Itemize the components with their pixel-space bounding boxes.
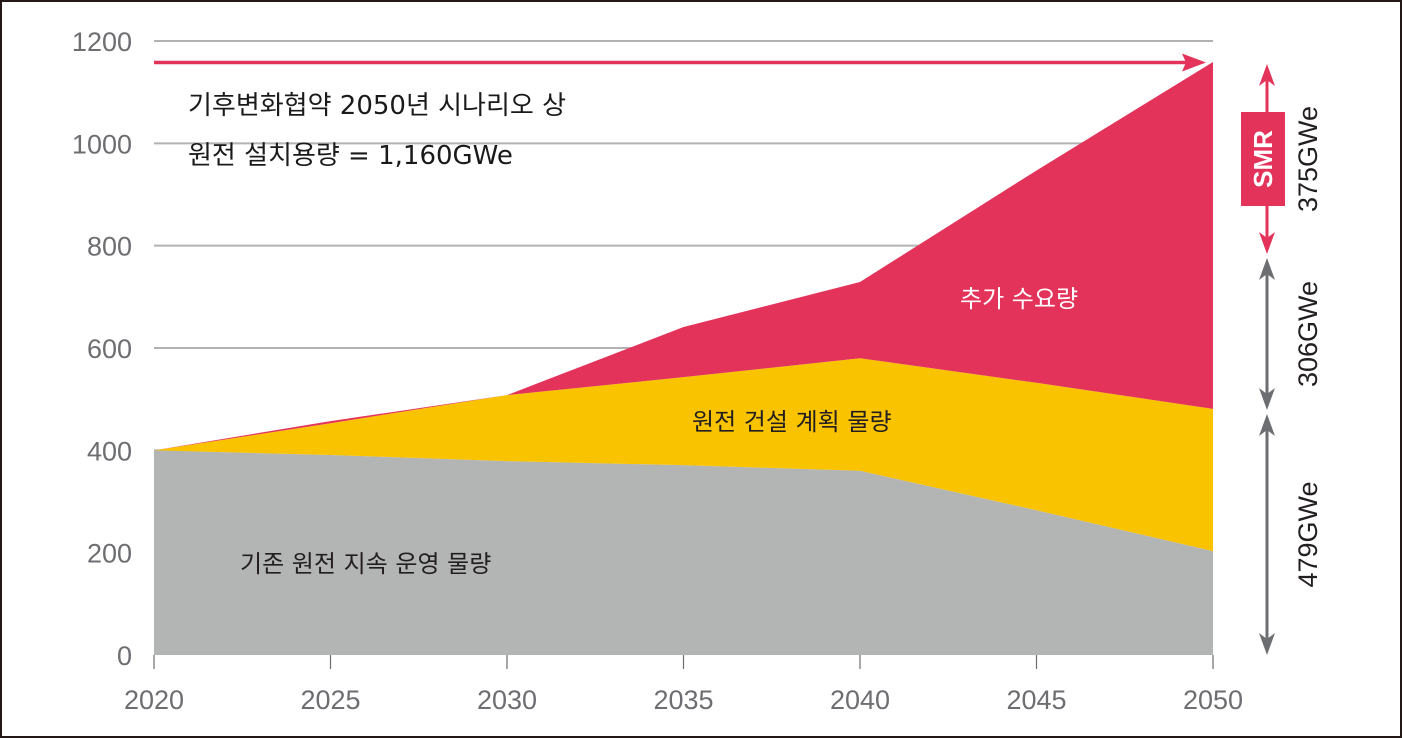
area-series-0 bbox=[154, 450, 1213, 655]
x-axis: 2020 2025 2030 2035 2040 2045 2050 bbox=[124, 655, 1243, 715]
arrow-down-icon bbox=[1259, 633, 1275, 655]
smr-badge-text: SMR bbox=[1248, 130, 1278, 188]
x-tick-label: 2050 bbox=[1183, 685, 1243, 715]
bracket-label-existing: 479GWe bbox=[1293, 481, 1323, 587]
y-tick-label: 800 bbox=[87, 232, 132, 262]
annotations: 기후변화협약 2050년 시나리오 상 원전 설치용량 = 1,160GWe bbox=[154, 53, 1206, 171]
x-tick-label: 2035 bbox=[653, 685, 713, 715]
y-tick-label: 600 bbox=[87, 334, 132, 364]
area-label-existing: 기존 원전 지속 운영 물량 bbox=[240, 550, 491, 578]
arrow-head-icon bbox=[1182, 53, 1206, 72]
arrow-down-icon bbox=[1259, 388, 1275, 410]
bracket-label-smr: 375GWe bbox=[1293, 106, 1323, 212]
x-tick-label: 2020 bbox=[124, 685, 184, 715]
scenario-text-line-1: 기후변화협약 2050년 시나리오 상 bbox=[188, 91, 566, 121]
arrow-up-icon bbox=[1259, 64, 1275, 86]
areas bbox=[154, 61, 1213, 655]
capacity-brackets: 375GWe 306GWe 479GWe SMR bbox=[1241, 64, 1323, 655]
arrow-up-icon bbox=[1259, 258, 1275, 280]
area-series-1 bbox=[154, 358, 1213, 552]
y-tick-label: 0 bbox=[117, 641, 132, 671]
y-tick-label: 200 bbox=[87, 539, 132, 569]
x-tick-label: 2040 bbox=[830, 685, 890, 715]
area-label-additional: 추가 수요량 bbox=[960, 285, 1078, 313]
area-labels: 기존 원전 지속 운영 물량 원전 건설 계획 물량 추가 수요량 bbox=[240, 285, 1078, 578]
y-tick-label: 400 bbox=[87, 436, 132, 466]
scenario-text-line-2: 원전 설치용량 = 1,160GWe bbox=[188, 141, 513, 171]
x-tick-label: 2025 bbox=[300, 685, 360, 715]
x-tick-label: 2030 bbox=[477, 685, 537, 715]
area-label-planned: 원전 건설 계획 물량 bbox=[692, 408, 892, 436]
bracket-label-planned: 306GWe bbox=[1293, 281, 1323, 387]
smr-badge bbox=[1241, 112, 1285, 206]
arrow-down-icon bbox=[1259, 232, 1275, 254]
area-series-2 bbox=[154, 61, 1213, 451]
y-tick-label: 1200 bbox=[72, 27, 132, 57]
y-tick-label: 1000 bbox=[72, 129, 132, 159]
arrow-up-icon bbox=[1259, 414, 1275, 436]
x-tick-label: 2045 bbox=[1006, 685, 1066, 715]
y-axis: 0 200 400 600 800 1000 1200 bbox=[72, 27, 132, 671]
